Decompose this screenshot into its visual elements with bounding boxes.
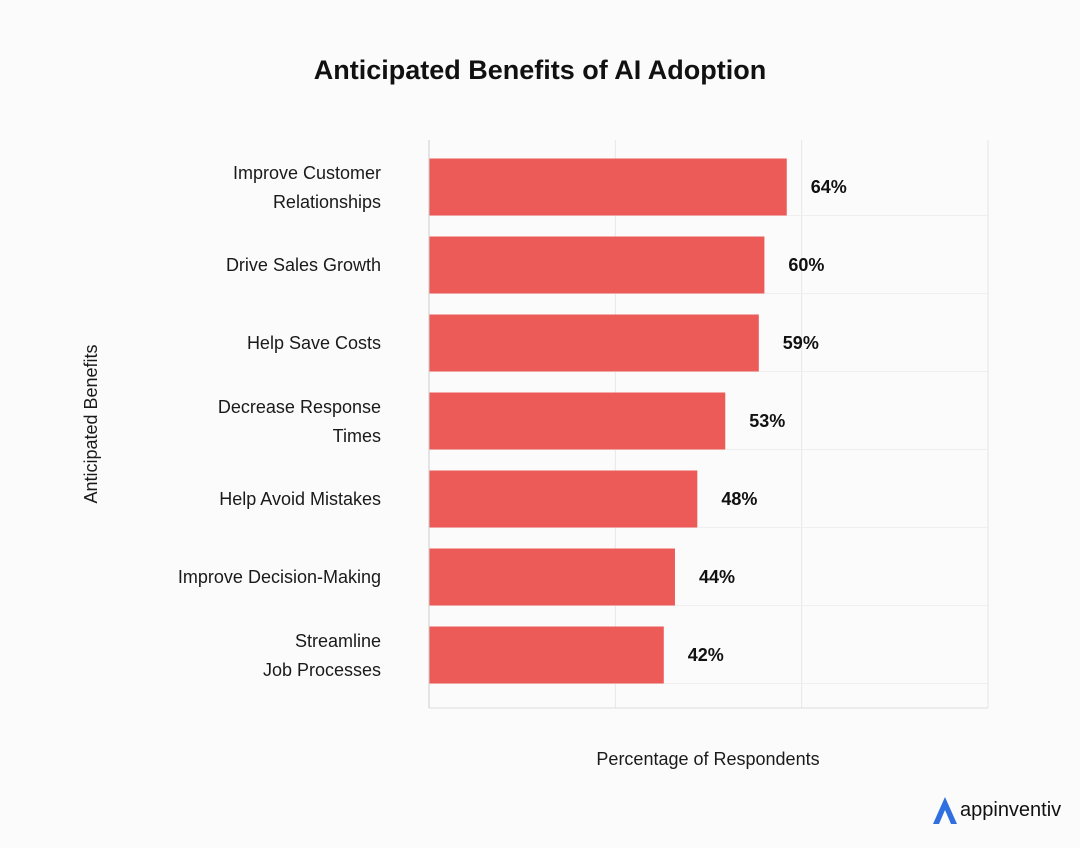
bar xyxy=(429,548,675,606)
bar xyxy=(429,236,765,294)
value-label: 59% xyxy=(783,333,819,353)
category-label: Decrease Response Times xyxy=(218,397,381,446)
x-axis-title: Percentage of Respondents xyxy=(596,749,819,769)
category-labels: Improve Customer Relationships Drive Sales… xyxy=(178,163,381,680)
value-label: 64% xyxy=(811,177,847,197)
bar xyxy=(429,314,759,372)
value-label: 42% xyxy=(688,645,724,665)
category-label: Improve Decision-Making xyxy=(178,567,381,587)
appinventiv-logo-icon xyxy=(933,797,957,824)
value-label: 60% xyxy=(788,255,824,275)
bar xyxy=(429,158,787,216)
bar xyxy=(429,626,664,684)
category-label: Help Avoid Mistakes xyxy=(219,489,381,509)
y-axis-title: Anticipated Benefits xyxy=(81,344,101,503)
category-label: Improve Customer Relationships xyxy=(233,163,381,212)
bar xyxy=(429,470,698,528)
bar xyxy=(429,392,726,450)
value-label: 44% xyxy=(699,567,735,587)
value-label: 48% xyxy=(721,489,757,509)
brand-name: appinventiv xyxy=(960,799,1061,821)
bars xyxy=(429,158,787,684)
category-label: Streamline Job Processes xyxy=(263,631,381,680)
category-label: Drive Sales Growth xyxy=(226,255,381,275)
brand-logo: appinventiv xyxy=(933,797,1061,824)
chart-title: Anticipated Benefits of AI Adoption xyxy=(314,55,766,85)
value-labels: 64% 60% 59% 53% 48% 44% 42% xyxy=(688,177,847,665)
value-label: 53% xyxy=(749,411,785,431)
category-label: Help Save Costs xyxy=(247,333,381,353)
